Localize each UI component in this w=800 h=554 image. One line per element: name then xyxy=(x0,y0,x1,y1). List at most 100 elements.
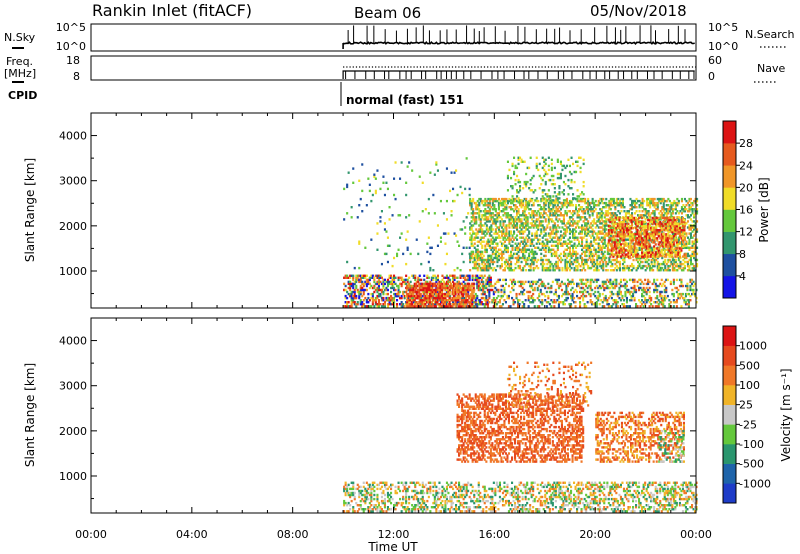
heatmap-cell xyxy=(625,243,628,246)
heatmap-cell xyxy=(534,220,537,223)
heatmap-cell xyxy=(640,260,643,264)
heatmap-cell xyxy=(499,240,502,243)
heatmap-cell xyxy=(576,236,579,239)
heatmap-cell xyxy=(618,255,621,258)
heatmap-cell xyxy=(637,218,640,221)
heatmap-cell xyxy=(561,204,564,207)
heatmap-cell xyxy=(508,199,511,203)
heatmap-cell xyxy=(689,260,692,264)
heatmap-cell xyxy=(494,220,497,223)
heatmap-cell xyxy=(382,286,385,290)
heatmap-cell xyxy=(634,204,637,207)
heatmap-cell xyxy=(554,301,557,304)
heatmap-cell xyxy=(475,234,478,237)
heatmap-cell xyxy=(370,274,373,277)
heatmap-cell xyxy=(647,258,650,262)
heatmap-cell xyxy=(612,269,615,272)
heatmap-cell xyxy=(377,299,380,302)
heatmap-cell xyxy=(584,260,587,264)
heatmap-cell xyxy=(556,242,559,245)
heatmap-cell xyxy=(624,253,627,256)
heatmap-cell xyxy=(413,303,416,306)
heatmap-cell xyxy=(655,258,658,262)
heatmap-cell xyxy=(615,280,618,284)
heatmap-cell xyxy=(409,303,412,306)
heatmap-cell xyxy=(576,258,579,262)
heatmap-cell xyxy=(579,254,582,258)
heatmap-cell xyxy=(538,238,541,241)
heatmap-cell xyxy=(689,256,692,260)
heatmap-cell xyxy=(621,201,624,205)
heatmap-cell xyxy=(639,243,642,246)
heatmap-cell xyxy=(529,216,532,219)
heatmap-cell xyxy=(574,288,577,292)
heatmap-cell xyxy=(635,258,638,262)
heatmap-cell xyxy=(532,201,535,205)
heatmap-cell xyxy=(618,235,621,238)
heatmap-cell xyxy=(663,280,666,284)
heatmap-cell xyxy=(619,220,622,224)
heatmap-cell xyxy=(503,212,506,215)
heatmap-cell xyxy=(662,201,665,205)
heatmap-cell xyxy=(659,214,662,217)
heatmap-cell xyxy=(488,301,491,304)
heatmap-cell xyxy=(682,234,685,237)
heatmap-cell xyxy=(503,248,506,251)
heatmap-cell xyxy=(646,260,649,264)
heatmap-cell xyxy=(626,218,629,221)
heatmap-cell xyxy=(531,248,534,251)
heatmap-cell xyxy=(696,246,699,249)
heatmap-cell xyxy=(482,284,485,288)
heatmap-cell xyxy=(652,210,655,213)
heatmap-cell xyxy=(594,208,597,211)
heatmap-cell xyxy=(508,216,511,219)
heatmap-cell xyxy=(625,255,628,258)
heatmap-cell xyxy=(641,260,644,264)
heatmap-cell xyxy=(512,288,515,292)
heatmap-cell xyxy=(532,250,535,254)
heatmap-cell xyxy=(611,226,614,229)
heatmap-cell xyxy=(443,286,446,290)
heatmap-cell xyxy=(377,280,380,284)
heatmap-cell xyxy=(609,229,612,232)
heatmap-cell xyxy=(534,252,537,256)
heatmap-cell xyxy=(453,284,456,288)
heatmap-cell xyxy=(424,303,427,306)
heatmap-cell xyxy=(553,199,556,203)
heatmap-cell xyxy=(516,258,519,262)
heatmap-cell xyxy=(496,216,499,219)
heatmap-cell xyxy=(676,262,679,266)
heatmap-cell xyxy=(655,204,658,207)
heatmap-cell xyxy=(537,266,540,270)
heatmap-cell xyxy=(647,262,650,266)
heatmap-cell xyxy=(469,258,472,262)
heatmap-cell xyxy=(638,258,641,262)
heatmap-cell xyxy=(435,284,438,288)
heatmap-cell xyxy=(600,218,603,221)
heatmap-cell xyxy=(410,305,413,308)
heatmap-cell xyxy=(603,224,606,227)
heatmap-cell xyxy=(365,280,368,284)
heatmap-cell xyxy=(481,260,484,264)
heatmap-cell xyxy=(519,218,522,221)
heatmap-cell xyxy=(599,264,602,268)
heatmap-cell xyxy=(686,292,689,296)
heatmap-cell xyxy=(540,248,543,251)
heatmap-cell xyxy=(552,244,555,247)
heatmap-cell xyxy=(615,199,618,203)
heatmap-cell xyxy=(600,286,603,290)
heatmap-cell xyxy=(510,244,513,247)
heatmap-cell xyxy=(508,236,511,239)
heatmap-cell xyxy=(677,218,680,221)
heatmap-cell xyxy=(620,206,623,209)
heatmap-cell xyxy=(482,266,485,270)
heatmap-cell xyxy=(688,248,691,251)
heatmap-cell xyxy=(617,210,620,213)
heatmap-cell xyxy=(497,280,500,284)
heatmap-cell xyxy=(661,212,664,215)
heatmap-cell xyxy=(479,282,482,286)
heatmap-cell xyxy=(578,240,581,243)
heatmap-cell xyxy=(686,210,689,213)
heatmap-cell xyxy=(544,232,547,235)
heatmap-cell xyxy=(490,240,493,243)
